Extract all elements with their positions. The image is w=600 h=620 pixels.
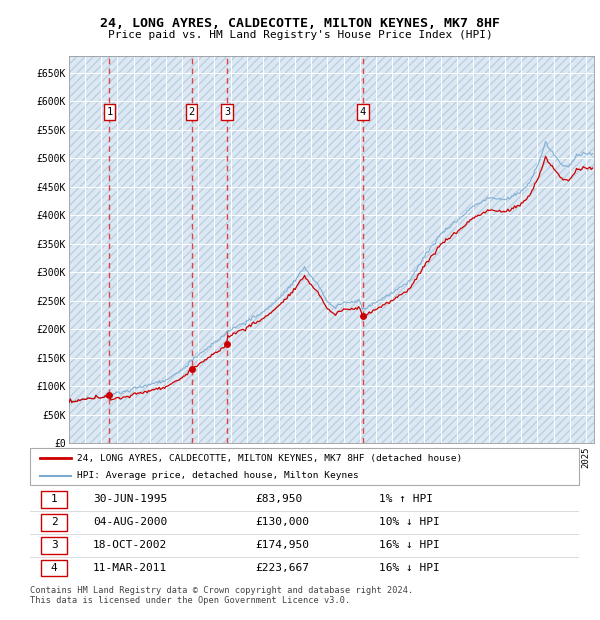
Text: 1: 1 — [51, 494, 58, 505]
Text: 4: 4 — [51, 563, 58, 574]
Text: 1: 1 — [106, 107, 113, 117]
Text: 30-JUN-1995: 30-JUN-1995 — [93, 494, 167, 505]
Text: 2: 2 — [188, 107, 194, 117]
Text: Price paid vs. HM Land Registry's House Price Index (HPI): Price paid vs. HM Land Registry's House … — [107, 30, 493, 40]
Text: 16% ↓ HPI: 16% ↓ HPI — [379, 540, 439, 551]
Text: £223,667: £223,667 — [255, 563, 309, 574]
Text: 11-MAR-2011: 11-MAR-2011 — [93, 563, 167, 574]
Text: 10% ↓ HPI: 10% ↓ HPI — [379, 517, 439, 528]
Text: 4: 4 — [360, 107, 366, 117]
Text: 18-OCT-2002: 18-OCT-2002 — [93, 540, 167, 551]
Text: 24, LONG AYRES, CALDECOTTE, MILTON KEYNES, MK7 8HF: 24, LONG AYRES, CALDECOTTE, MILTON KEYNE… — [100, 17, 500, 30]
Text: 1% ↑ HPI: 1% ↑ HPI — [379, 494, 433, 505]
Text: 3: 3 — [51, 540, 58, 551]
FancyBboxPatch shape — [41, 491, 67, 508]
Text: 04-AUG-2000: 04-AUG-2000 — [93, 517, 167, 528]
Text: £174,950: £174,950 — [255, 540, 309, 551]
FancyBboxPatch shape — [41, 560, 67, 577]
Text: HPI: Average price, detached house, Milton Keynes: HPI: Average price, detached house, Milt… — [77, 471, 358, 480]
Text: Contains HM Land Registry data © Crown copyright and database right 2024.
This d: Contains HM Land Registry data © Crown c… — [30, 586, 413, 605]
Text: 3: 3 — [224, 107, 230, 117]
Text: £83,950: £83,950 — [255, 494, 302, 505]
Text: £130,000: £130,000 — [255, 517, 309, 528]
Text: 2: 2 — [51, 517, 58, 528]
FancyBboxPatch shape — [41, 514, 67, 531]
Text: 16% ↓ HPI: 16% ↓ HPI — [379, 563, 439, 574]
Text: 24, LONG AYRES, CALDECOTTE, MILTON KEYNES, MK7 8HF (detached house): 24, LONG AYRES, CALDECOTTE, MILTON KEYNE… — [77, 454, 462, 463]
FancyBboxPatch shape — [41, 537, 67, 554]
